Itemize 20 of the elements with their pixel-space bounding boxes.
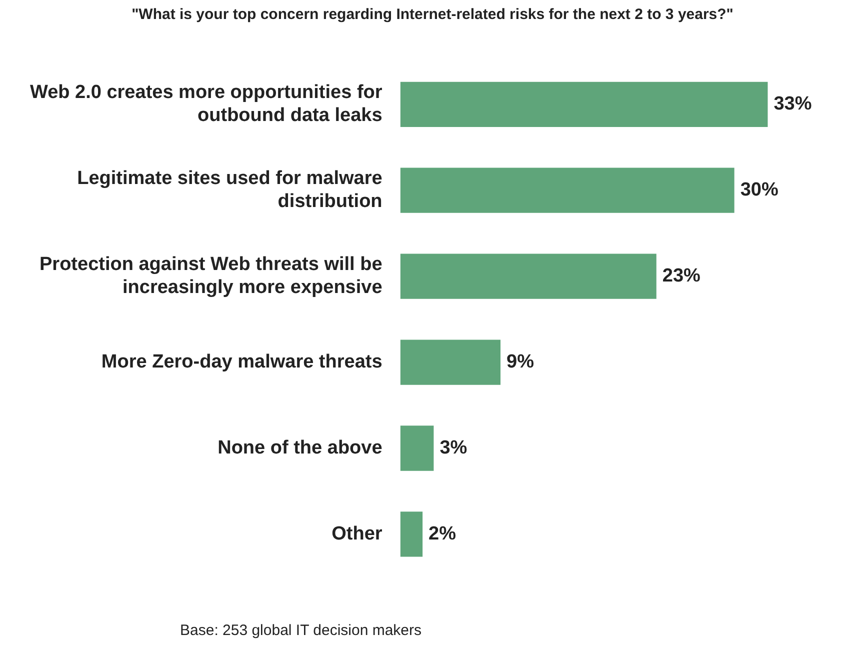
data-label: 9% (506, 352, 534, 373)
y-tick-label: None of the above (218, 437, 382, 458)
y-tick-label: More Zero-day malware threats (101, 352, 382, 373)
y-tick-label: Protection against Web threats will be increasingly more expensive (40, 254, 382, 298)
chart-title: "What is your top concern regarding Internet-related risks for the next 2 to 3 years?" (130, 6, 734, 23)
bar (400, 254, 656, 299)
bar (400, 168, 734, 213)
data-label: 30% (740, 180, 778, 201)
data-label: 3% (440, 437, 468, 458)
bar (400, 426, 434, 471)
text: Base: 253 global IT decision makers (180, 622, 422, 639)
bar (400, 340, 500, 385)
y-tick-label: Web 2.0 creates more opportunities for outbound data leaks (30, 82, 383, 126)
bar (400, 82, 768, 127)
y-tick-label: Legitimate sites used for malware distribution (77, 168, 382, 212)
data-label: 33% (774, 94, 812, 115)
data-label: 23% (662, 266, 701, 287)
data-label: 2% (428, 523, 456, 544)
y-tick-label: Other (332, 523, 383, 544)
bar (400, 512, 423, 557)
